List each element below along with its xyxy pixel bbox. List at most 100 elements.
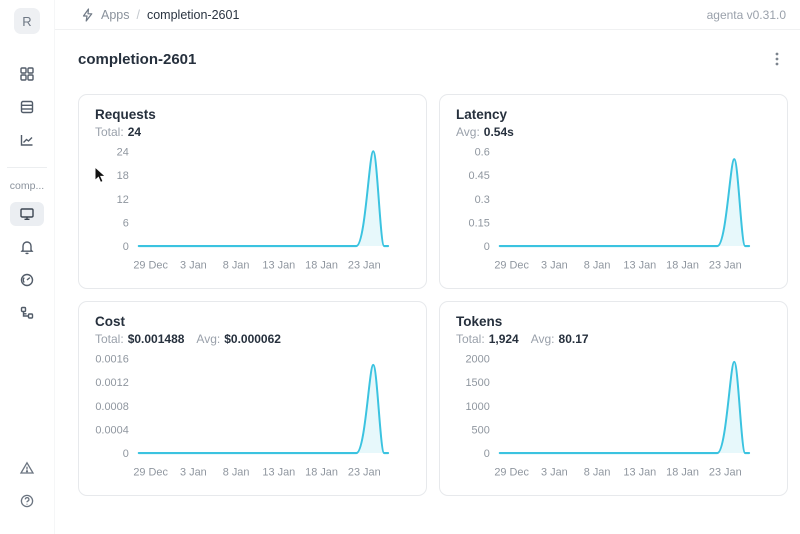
svg-text:0: 0 bbox=[484, 241, 490, 253]
page-title: completion-2601 bbox=[78, 50, 197, 68]
sidebar-item-overview[interactable] bbox=[10, 202, 44, 226]
stat: Total: 24 bbox=[95, 125, 142, 139]
svg-text:0.0008: 0.0008 bbox=[95, 401, 128, 413]
metrics-grid: Requests Total: 24 0 6 12 18 24 29 Dec 3 Jan 8 J… bbox=[78, 94, 788, 496]
svg-text:8 Jan: 8 Jan bbox=[223, 260, 250, 272]
svg-text:500: 500 bbox=[472, 424, 490, 436]
svg-text:3 Jan: 3 Jan bbox=[541, 260, 568, 272]
sidebar-nav: comp... bbox=[0, 62, 54, 334]
page-header: completion-2601 bbox=[78, 48, 788, 70]
stat: Total: $0.001488 bbox=[95, 332, 185, 346]
tokens-card: Tokens Total: 1,924 Avg: 80.17 0 500 1000 1500… bbox=[439, 301, 788, 496]
sidebar-item-apps[interactable] bbox=[10, 62, 44, 86]
svg-text:0.0016: 0.0016 bbox=[95, 353, 128, 365]
app-version-label: agenta v0.31.0 bbox=[706, 7, 786, 22]
tree-icon bbox=[19, 305, 35, 321]
breadcrumb: Apps / completion-2601 bbox=[81, 8, 239, 22]
svg-text:3 Jan: 3 Jan bbox=[541, 467, 568, 479]
svg-text:8 Jan: 8 Jan bbox=[223, 467, 250, 479]
svg-text:6: 6 bbox=[123, 217, 129, 229]
svg-text:3 Jan: 3 Jan bbox=[180, 260, 207, 272]
content-area: Apps / completion-2601 agenta v0.31.0 co… bbox=[55, 0, 800, 534]
main-panel: completion-2601 Requests Total: 24 0 6 12 18… bbox=[55, 30, 800, 496]
svg-text:23 Jan: 23 Jan bbox=[709, 467, 742, 479]
svg-text:0.15: 0.15 bbox=[469, 217, 490, 229]
sidebar-item-issues[interactable] bbox=[10, 456, 44, 480]
svg-text:18 Jan: 18 Jan bbox=[305, 467, 338, 479]
svg-text:1000: 1000 bbox=[465, 401, 489, 413]
sidebar-item-deployments[interactable] bbox=[10, 268, 44, 292]
table-rows-icon bbox=[19, 99, 35, 115]
more-options-button[interactable] bbox=[766, 48, 788, 70]
svg-text:29 Dec: 29 Dec bbox=[494, 467, 529, 479]
svg-text:0: 0 bbox=[123, 241, 129, 253]
svg-text:29 Dec: 29 Dec bbox=[133, 260, 168, 272]
card-title: Latency bbox=[456, 107, 508, 122]
svg-text:0: 0 bbox=[123, 448, 129, 460]
bolt-logo-icon bbox=[81, 7, 94, 22]
svg-text:23 Jan: 23 Jan bbox=[348, 260, 381, 272]
svg-text:18 Jan: 18 Jan bbox=[305, 260, 338, 272]
svg-text:1500: 1500 bbox=[465, 377, 489, 389]
svg-text:18 Jan: 18 Jan bbox=[666, 260, 699, 272]
sidebar-item-testsets[interactable] bbox=[10, 95, 44, 119]
requests-card: Requests Total: 24 0 6 12 18 24 29 Dec 3 Jan 8 J… bbox=[78, 94, 427, 289]
card-stats: Avg: 0.54s bbox=[456, 125, 771, 139]
line-chart-icon bbox=[19, 132, 35, 148]
workspace-avatar[interactable]: R bbox=[14, 8, 40, 34]
svg-text:18 Jan: 18 Jan bbox=[666, 467, 699, 479]
sidebar-bottom bbox=[10, 456, 44, 522]
card-stats: Total: 1,924 Avg: 80.17 bbox=[456, 332, 771, 346]
sidebar-item-help[interactable] bbox=[10, 489, 44, 513]
svg-text:23 Jan: 23 Jan bbox=[709, 260, 742, 272]
svg-text:24: 24 bbox=[117, 146, 129, 158]
stat: Avg: 0.54s bbox=[456, 125, 514, 139]
sidebar-divider bbox=[7, 167, 47, 168]
latency-chart: 0 0.15 0.3 0.45 0.6 29 Dec 3 Jan 8 Jan 13 Jan 18 … bbox=[469, 146, 751, 272]
latency-card: Latency Avg: 0.54s 0 0.15 0.3 0.45 0.6 29 Dec 3… bbox=[439, 94, 788, 289]
svg-text:12: 12 bbox=[117, 194, 129, 206]
monitor-icon bbox=[19, 206, 35, 222]
svg-text:8 Jan: 8 Jan bbox=[584, 260, 611, 272]
svg-text:23 Jan: 23 Jan bbox=[348, 467, 381, 479]
svg-text:13 Jan: 13 Jan bbox=[262, 260, 295, 272]
gauge-icon bbox=[19, 272, 35, 288]
svg-text:2000: 2000 bbox=[465, 353, 489, 365]
svg-text:13 Jan: 13 Jan bbox=[623, 260, 656, 272]
alert-triangle-icon bbox=[19, 460, 35, 476]
card-title: Tokens bbox=[456, 314, 503, 329]
svg-text:0: 0 bbox=[484, 448, 490, 460]
breadcrumb-separator: / bbox=[136, 7, 140, 22]
sidebar-item-playground[interactable] bbox=[10, 235, 44, 259]
stat: Avg: 80.17 bbox=[530, 332, 589, 346]
svg-text:13 Jan: 13 Jan bbox=[262, 467, 295, 479]
card-stats: Total: 24 bbox=[95, 125, 410, 139]
help-circle-icon bbox=[19, 493, 35, 509]
svg-text:13 Jan: 13 Jan bbox=[623, 467, 656, 479]
apps-grid-icon bbox=[19, 66, 35, 82]
svg-text:0.45: 0.45 bbox=[469, 170, 490, 182]
svg-text:29 Dec: 29 Dec bbox=[133, 467, 168, 479]
tokens-chart: 0 500 1000 1500 2000 29 Dec 3 Jan 8 Jan 13 Jan 18… bbox=[465, 353, 751, 479]
svg-text:0.6: 0.6 bbox=[475, 146, 490, 158]
sidebar: R bbox=[0, 0, 55, 534]
breadcrumb-current[interactable]: completion-2601 bbox=[146, 7, 240, 22]
breadcrumb-apps-link[interactable]: Apps bbox=[101, 7, 130, 22]
requests-chart: 0 6 12 18 24 29 Dec 3 Jan 8 Jan 13 Jan 18 Jan 23 J… bbox=[117, 146, 390, 272]
stat: Total: 1,924 bbox=[456, 332, 519, 346]
stat: Avg: $0.000062 bbox=[196, 332, 281, 346]
svg-text:29 Dec: 29 Dec bbox=[494, 260, 529, 272]
svg-text:8 Jan: 8 Jan bbox=[584, 467, 611, 479]
sidebar-project-label: comp... bbox=[9, 180, 45, 192]
cost-card: Cost Total: $0.001488 Avg: $0.000062 0 0.000… bbox=[78, 301, 427, 496]
svg-text:3 Jan: 3 Jan bbox=[180, 467, 207, 479]
sidebar-item-evaluations[interactable] bbox=[10, 128, 44, 152]
sidebar-item-observability[interactable] bbox=[10, 301, 44, 325]
bell-icon bbox=[19, 239, 35, 255]
svg-text:18: 18 bbox=[117, 170, 129, 182]
card-stats: Total: $0.001488 Avg: $0.000062 bbox=[95, 332, 410, 346]
topbar: Apps / completion-2601 agenta v0.31.0 bbox=[55, 0, 800, 30]
svg-text:0.0012: 0.0012 bbox=[95, 377, 128, 389]
card-title: Requests bbox=[95, 107, 156, 122]
